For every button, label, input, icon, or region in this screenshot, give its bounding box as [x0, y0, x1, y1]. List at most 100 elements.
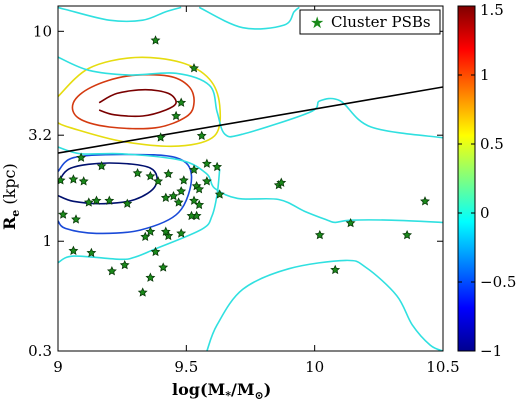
colorbar-tick-label: 1.5 — [480, 1, 504, 19]
data-point — [194, 199, 205, 210]
x-label-end: ) — [264, 380, 272, 399]
data-point — [330, 264, 341, 275]
data-point — [176, 228, 187, 238]
data-point — [176, 97, 187, 107]
data-point — [314, 229, 325, 240]
contour-line — [206, 259, 443, 351]
data-point — [178, 175, 189, 185]
plot-background — [58, 6, 443, 351]
data-point — [71, 214, 81, 224]
data-point — [119, 259, 130, 270]
data-point — [163, 168, 174, 179]
data-point — [137, 287, 148, 297]
x-tick-label: 10.5 — [426, 358, 459, 376]
svg-text:Re (kpc): Re (kpc) — [0, 163, 22, 230]
contour-line — [198, 6, 300, 30]
data-point — [150, 246, 161, 257]
data-point — [150, 35, 161, 45]
data-point — [186, 210, 197, 221]
svg-text:log(M*/M⊙): log(M*/M⊙) — [172, 380, 271, 401]
reference-line-layer — [58, 86, 443, 154]
data-point — [145, 226, 156, 236]
data-point — [160, 192, 171, 202]
legend: ★ Cluster PSBs — [299, 9, 441, 35]
data-point — [140, 231, 151, 241]
data-point — [196, 130, 207, 140]
contour-line — [58, 56, 443, 139]
data-point — [68, 245, 79, 255]
colorbar-ticks: −1 −0.5 0 0.5 1 1.5 — [458, 1, 516, 360]
data-point — [158, 262, 169, 272]
y-tick-label: 1 — [42, 232, 52, 250]
data-point — [189, 164, 199, 174]
data-point — [145, 272, 156, 282]
data-point — [160, 226, 171, 236]
colorbar-gradient — [457, 5, 476, 352]
data-point — [214, 189, 225, 199]
colorbar-tick-label: 0.5 — [480, 135, 504, 153]
x-label-sub2: ⊙ — [255, 389, 264, 401]
x-label-mid: /M — [231, 380, 255, 399]
data-point — [145, 171, 156, 181]
y-tick-label: 0.3 — [28, 342, 52, 360]
contour-layer — [58, 6, 443, 351]
contour-line — [58, 56, 222, 148]
data-point — [345, 217, 356, 228]
contour-line — [98, 88, 177, 118]
y-tick-label: 3.2 — [28, 126, 52, 144]
data-point — [91, 195, 102, 205]
data-point — [402, 229, 413, 240]
colorbar-tick-label: −0.5 — [480, 273, 516, 291]
data-point — [189, 63, 199, 73]
data-point — [201, 176, 212, 186]
data-point — [176, 186, 187, 196]
axis-ticks: 9 9.5 10 10.5 0.3 1 3.2 10 — [28, 6, 460, 376]
data-point — [189, 195, 199, 205]
y-label-end: (kpc) — [0, 163, 19, 209]
legend-label: Cluster PSBs — [331, 13, 431, 31]
data-point — [78, 176, 89, 186]
data-point — [104, 195, 115, 205]
contour-line — [58, 6, 182, 23]
contour-line — [71, 73, 195, 130]
data-point — [58, 175, 66, 185]
reference-line — [58, 86, 443, 154]
data-point — [83, 197, 94, 207]
data-point — [171, 110, 182, 121]
data-point — [276, 177, 287, 187]
data-point — [76, 152, 87, 162]
data-point — [194, 184, 205, 194]
plot-area: 9 9.5 10 10.5 0.3 1 3.2 10 — [28, 5, 460, 376]
data-point — [122, 198, 133, 208]
x-label-main: log(M — [172, 380, 225, 399]
y-label-main: R — [0, 216, 19, 230]
points-layer — [58, 35, 430, 297]
data-point — [86, 247, 97, 258]
data-point — [168, 190, 179, 201]
x-tick-label: 9.5 — [174, 358, 198, 376]
y-tick-label: 10 — [33, 22, 52, 40]
contour-line — [58, 146, 443, 224]
data-point — [201, 158, 212, 168]
data-point — [173, 197, 184, 207]
data-point — [106, 266, 117, 276]
x-tick-label: 10 — [305, 358, 324, 376]
data-point — [212, 161, 223, 172]
data-point — [155, 132, 166, 142]
x-axis-label: log(M*/M⊙) — [172, 380, 271, 401]
y-axis-label: Re (kpc) — [0, 163, 22, 230]
legend-box — [299, 9, 441, 35]
data-point — [58, 209, 69, 219]
data-point — [68, 174, 79, 184]
legend-marker: ★ — [310, 13, 324, 32]
data-point — [420, 196, 430, 206]
data-point — [96, 160, 107, 171]
colorbar: −1 −0.5 0 0.5 1 1.5 — [457, 1, 516, 360]
colorbar-tick-label: 0 — [480, 204, 490, 222]
x-tick-label: 9 — [53, 358, 63, 376]
data-point — [132, 168, 143, 178]
x-label-sub1: * — [225, 389, 231, 401]
colorbar-tick-label: 1 — [480, 66, 490, 84]
plot-frame — [57, 5, 444, 352]
